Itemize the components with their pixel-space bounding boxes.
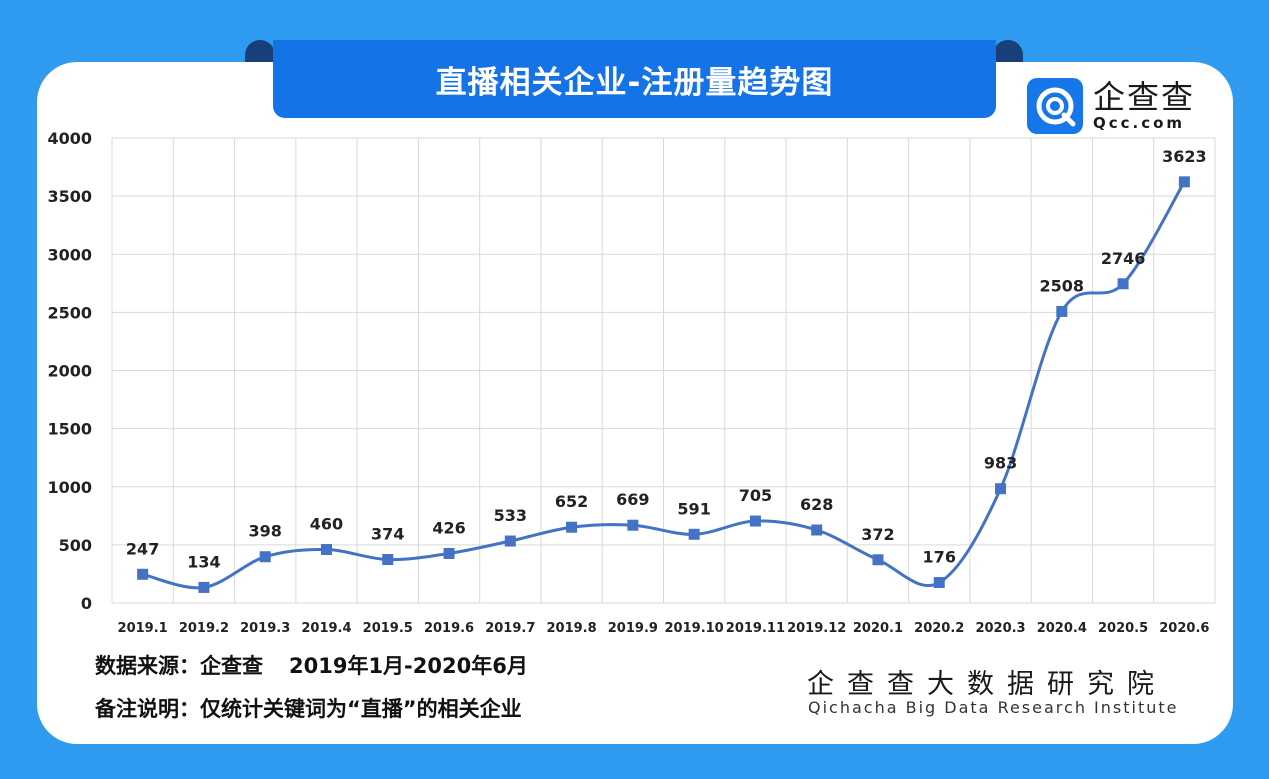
data-point — [566, 521, 578, 533]
y-tick-label: 0 — [81, 594, 92, 613]
data-point — [933, 577, 945, 589]
data-point — [320, 544, 332, 556]
y-tick-label: 1500 — [47, 420, 92, 439]
x-tick-label: 2019.8 — [546, 621, 596, 636]
data-point — [1178, 176, 1190, 188]
data-point — [688, 528, 700, 540]
data-label: 372 — [861, 525, 894, 544]
x-tick-label: 2019.11 — [726, 621, 785, 636]
data-point — [1117, 278, 1129, 290]
qcc-logo-icon — [1027, 78, 1083, 134]
data-label: 176 — [923, 548, 956, 567]
y-tick-label: 500 — [59, 536, 92, 555]
data-label: 2508 — [1040, 276, 1085, 295]
data-point — [1056, 305, 1068, 317]
x-tick-label: 2019.1 — [118, 621, 168, 636]
qcc-logo: 企查查 Qcc.com — [1027, 78, 1195, 134]
x-tick-label: 2019.4 — [301, 621, 351, 636]
x-tick-label: 2020.4 — [1037, 621, 1087, 636]
data-point — [259, 551, 271, 563]
data-point — [627, 519, 639, 531]
x-tick-label: 2019.9 — [608, 621, 658, 636]
logo-name: 企查查 — [1093, 78, 1196, 116]
y-axis-ticks: 0 500 1000 1500 2000 2500 3000 3500 4000 — [47, 129, 92, 613]
y-tick-label: 2000 — [47, 362, 92, 381]
chart-grid — [111, 137, 1216, 604]
data-label: 398 — [248, 522, 281, 541]
data-point — [137, 568, 149, 580]
data-note: 备注说明：仅统计关键词为“直播”的相关企业 — [95, 697, 522, 721]
y-tick-label: 1000 — [47, 478, 92, 497]
x-tick-label: 2019.10 — [665, 621, 724, 636]
data-label: 669 — [616, 490, 649, 509]
x-tick-label: 2019.7 — [485, 621, 535, 636]
title-bar: 直播相关企业-注册量趋势图 — [273, 40, 996, 118]
data-point — [504, 535, 516, 547]
data-point — [995, 483, 1007, 495]
x-tick-label: 2019.5 — [363, 621, 413, 636]
x-tick-label: 2020.2 — [914, 621, 964, 636]
data-label: 983 — [984, 454, 1017, 473]
data-point — [811, 524, 823, 536]
y-tick-label: 2500 — [47, 303, 92, 322]
x-tick-label: 2019.2 — [179, 621, 229, 636]
data-label: 134 — [187, 552, 220, 571]
x-tick-label: 2020.3 — [975, 621, 1025, 636]
institute-name-cn: 企查查大数据研究院 — [807, 669, 1167, 700]
x-tick-label: 2019.6 — [424, 621, 474, 636]
x-tick-label: 2020.5 — [1098, 621, 1148, 636]
data-label: 3623 — [1162, 147, 1207, 166]
data-point — [749, 515, 761, 527]
y-tick-label: 4000 — [47, 129, 92, 148]
chart-card — [37, 62, 1233, 744]
y-tick-label: 3000 — [47, 245, 92, 264]
y-tick-label: 3500 — [47, 187, 92, 206]
data-label: 533 — [494, 506, 527, 525]
data-label: 628 — [800, 495, 833, 514]
series-markers — [137, 176, 1190, 593]
x-tick-label: 2020.6 — [1159, 621, 1209, 636]
data-label: 460 — [310, 515, 343, 534]
data-point — [382, 554, 394, 566]
data-source-range: 2019年1月-2020年6月 — [289, 654, 528, 678]
data-point — [872, 554, 884, 566]
data-label: 652 — [555, 492, 588, 511]
logo-url: Qcc.com — [1093, 114, 1186, 132]
institute-name-en: Qichacha Big Data Research Institute — [808, 698, 1179, 717]
data-label: 705 — [739, 486, 772, 505]
data-label: 591 — [677, 499, 710, 518]
x-tick-label: 2020.1 — [853, 621, 903, 636]
data-label: 2746 — [1101, 249, 1146, 268]
data-source-label: 数据来源：企查查 — [95, 654, 263, 678]
data-label: 247 — [126, 539, 159, 558]
x-tick-label: 2019.3 — [240, 621, 290, 636]
data-point — [443, 547, 455, 559]
data-label: 426 — [432, 518, 465, 537]
data-labels: 247 134 398 460 374 426 533 652 669 591 705 628 372 1… — [126, 147, 1207, 572]
page-title: 直播相关企业-注册量趋势图 — [435, 64, 834, 101]
x-tick-label: 2019.12 — [787, 621, 846, 636]
data-label: 374 — [371, 525, 404, 544]
x-axis-ticks: 2019.1 2019.2 2019.3 2019.4 2019.5 2019.6 2019… — [118, 621, 1210, 636]
data-source: 数据来源：企查查 2019年1月-2020年6月 — [95, 650, 528, 680]
data-point — [198, 581, 210, 593]
